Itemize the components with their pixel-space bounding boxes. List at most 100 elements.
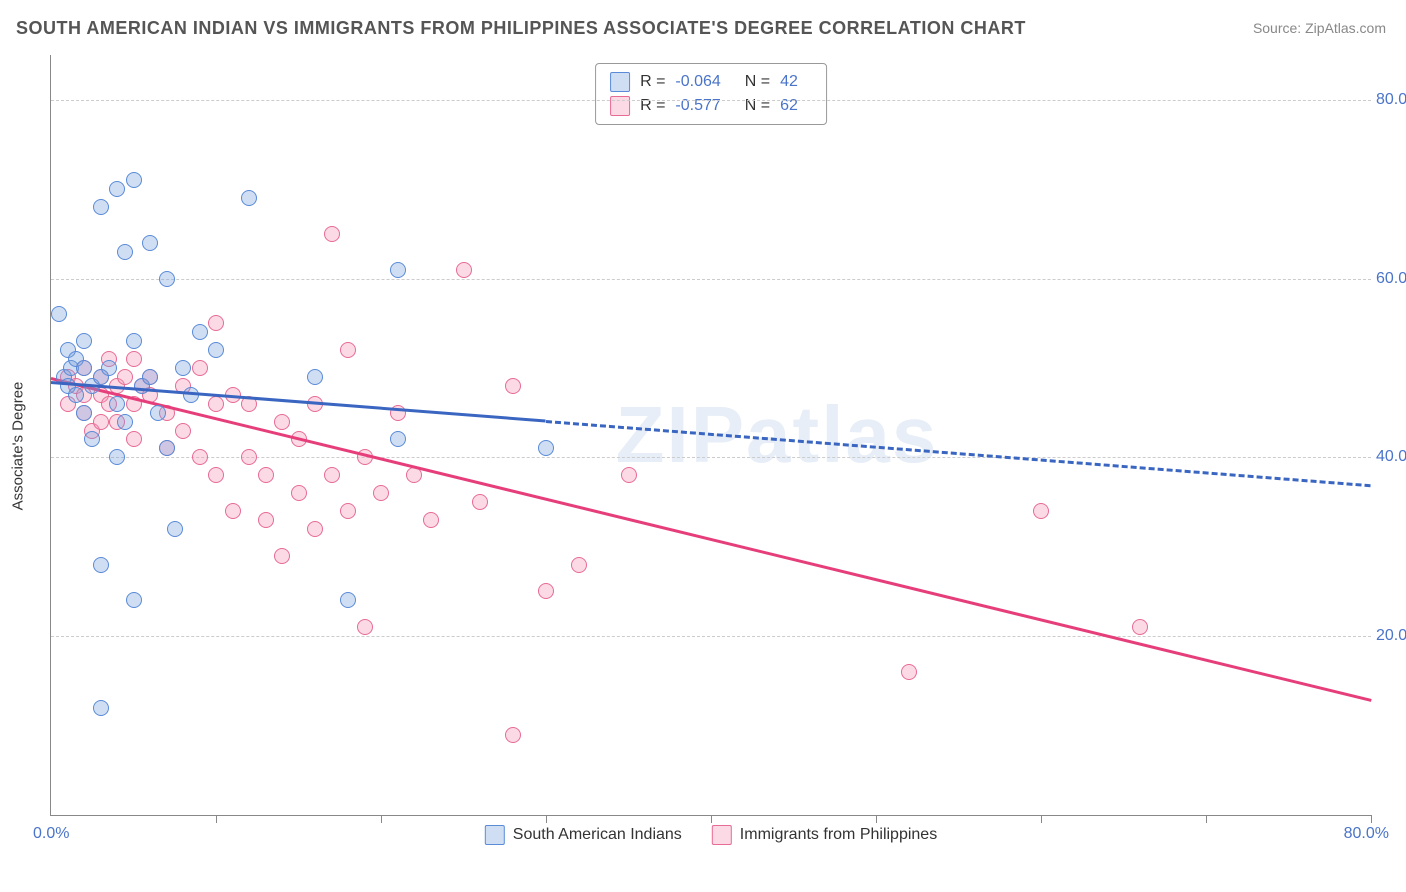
y-axis-title: Associate's Degree bbox=[10, 382, 27, 511]
data-point bbox=[324, 226, 340, 242]
x-tick bbox=[1206, 815, 1207, 823]
legend-swatch bbox=[712, 825, 732, 845]
data-point bbox=[274, 414, 290, 430]
data-point bbox=[505, 378, 521, 394]
data-point bbox=[117, 244, 133, 260]
data-point bbox=[84, 431, 100, 447]
y-tick-label: 60.0% bbox=[1376, 270, 1406, 288]
data-point bbox=[150, 405, 166, 421]
data-point bbox=[93, 700, 109, 716]
x-tick bbox=[711, 815, 712, 823]
data-point bbox=[175, 423, 191, 439]
gridline bbox=[51, 100, 1371, 101]
data-point bbox=[241, 449, 257, 465]
regression-line bbox=[546, 420, 1371, 487]
watermark: ZIPatlas bbox=[616, 389, 939, 481]
data-point bbox=[109, 181, 125, 197]
data-point bbox=[142, 369, 158, 385]
x-tick bbox=[1041, 815, 1042, 823]
data-point bbox=[109, 449, 125, 465]
data-point bbox=[126, 351, 142, 367]
plot-area: ZIPatlas R =-0.064N =42R =-0.577N =62 So… bbox=[50, 55, 1371, 816]
data-point bbox=[126, 333, 142, 349]
data-point bbox=[93, 557, 109, 573]
data-point bbox=[208, 315, 224, 331]
data-point bbox=[538, 440, 554, 456]
data-point bbox=[93, 199, 109, 215]
data-point bbox=[68, 387, 84, 403]
legend-row: R =-0.064N =42 bbox=[610, 70, 812, 94]
legend-row: R =-0.577N =62 bbox=[610, 94, 812, 118]
chart-title: SOUTH AMERICAN INDIAN VS IMMIGRANTS FROM… bbox=[16, 18, 1026, 39]
data-point bbox=[175, 360, 191, 376]
data-point bbox=[291, 485, 307, 501]
data-point bbox=[274, 548, 290, 564]
legend-series-label: South American Indians bbox=[513, 826, 682, 844]
data-point bbox=[258, 467, 274, 483]
data-point bbox=[307, 369, 323, 385]
x-tick bbox=[876, 815, 877, 823]
y-tick-label: 80.0% bbox=[1376, 91, 1406, 109]
series-legend: South American Indians Immigrants from Ph… bbox=[485, 825, 937, 845]
data-point bbox=[258, 512, 274, 528]
data-point bbox=[142, 235, 158, 251]
x-axis-max-label: 80.0% bbox=[1344, 825, 1389, 843]
data-point bbox=[126, 431, 142, 447]
data-point bbox=[456, 262, 472, 278]
legend-N-label: N = bbox=[745, 73, 770, 91]
data-point bbox=[117, 414, 133, 430]
data-point bbox=[208, 342, 224, 358]
data-point bbox=[390, 262, 406, 278]
chart-container: SOUTH AMERICAN INDIAN VS IMMIGRANTS FROM… bbox=[0, 0, 1406, 892]
data-point bbox=[340, 592, 356, 608]
legend-item: South American Indians bbox=[485, 825, 682, 845]
data-point bbox=[109, 396, 125, 412]
data-point bbox=[307, 521, 323, 537]
data-point bbox=[76, 360, 92, 376]
data-point bbox=[101, 360, 117, 376]
legend-item: Immigrants from Philippines bbox=[712, 825, 937, 845]
data-point bbox=[423, 512, 439, 528]
source-label: Source: ZipAtlas.com bbox=[1253, 20, 1386, 36]
data-point bbox=[167, 521, 183, 537]
data-point bbox=[208, 467, 224, 483]
data-point bbox=[901, 664, 917, 680]
data-point bbox=[225, 503, 241, 519]
data-point bbox=[76, 333, 92, 349]
y-tick-label: 40.0% bbox=[1376, 448, 1406, 466]
data-point bbox=[117, 369, 133, 385]
data-point bbox=[505, 727, 521, 743]
x-tick bbox=[381, 815, 382, 823]
gridline bbox=[51, 636, 1371, 637]
data-point bbox=[472, 494, 488, 510]
data-point bbox=[241, 190, 257, 206]
data-point bbox=[340, 342, 356, 358]
x-tick bbox=[1371, 815, 1372, 823]
data-point bbox=[538, 583, 554, 599]
legend-N-value: 42 bbox=[780, 73, 798, 91]
legend-R-label: R = bbox=[640, 73, 665, 91]
y-tick-label: 20.0% bbox=[1376, 627, 1406, 645]
data-point bbox=[621, 467, 637, 483]
data-point bbox=[159, 271, 175, 287]
data-point bbox=[1033, 503, 1049, 519]
data-point bbox=[324, 467, 340, 483]
x-tick bbox=[546, 815, 547, 823]
data-point bbox=[159, 440, 175, 456]
data-point bbox=[76, 405, 92, 421]
data-point bbox=[1132, 619, 1148, 635]
x-axis-min-label: 0.0% bbox=[33, 825, 69, 843]
data-point bbox=[373, 485, 389, 501]
regression-line bbox=[51, 377, 1372, 702]
legend-swatch bbox=[610, 72, 630, 92]
correlation-legend: R =-0.064N =42R =-0.577N =62 bbox=[595, 63, 827, 125]
gridline bbox=[51, 279, 1371, 280]
data-point bbox=[126, 592, 142, 608]
legend-swatch bbox=[485, 825, 505, 845]
data-point bbox=[571, 557, 587, 573]
data-point bbox=[192, 324, 208, 340]
data-point bbox=[390, 431, 406, 447]
legend-series-label: Immigrants from Philippines bbox=[740, 826, 937, 844]
data-point bbox=[51, 306, 67, 322]
data-point bbox=[192, 449, 208, 465]
